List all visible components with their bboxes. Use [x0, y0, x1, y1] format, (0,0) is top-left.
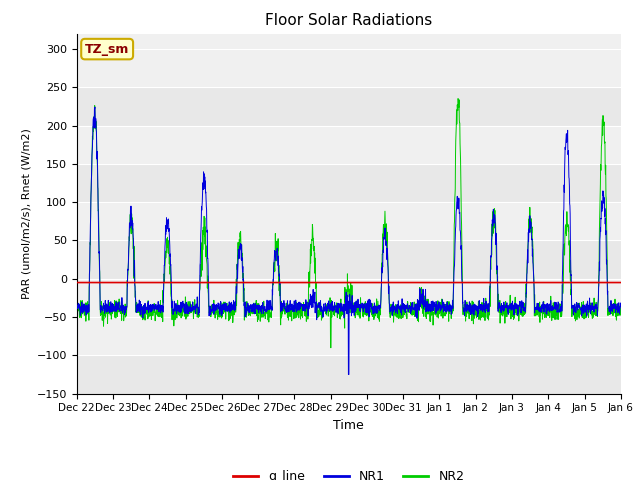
Title: Floor Solar Radiations: Floor Solar Radiations — [265, 13, 433, 28]
Legend: q_line, NR1, NR2: q_line, NR1, NR2 — [228, 465, 470, 480]
Text: TZ_sm: TZ_sm — [85, 43, 129, 56]
Bar — [77, 87, 621, 125]
X-axis label: Time: Time — [333, 419, 364, 432]
Bar — [77, 164, 621, 202]
Bar — [77, 355, 621, 394]
Bar — [77, 240, 621, 279]
Y-axis label: PAR (umol/m2/s), Rnet (W/m2): PAR (umol/m2/s), Rnet (W/m2) — [21, 128, 31, 299]
